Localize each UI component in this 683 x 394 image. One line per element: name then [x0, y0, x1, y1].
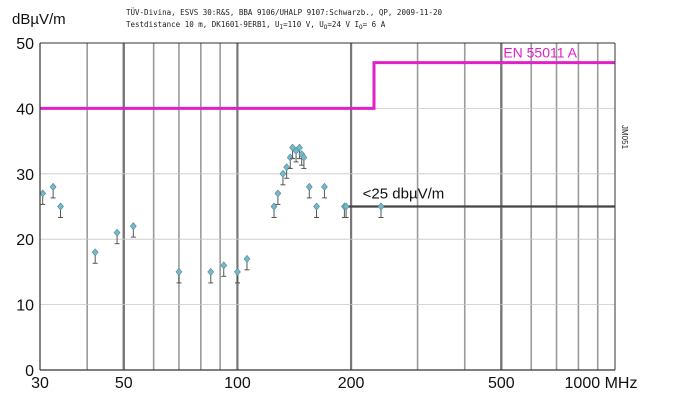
- data-point: [313, 202, 320, 218]
- data-point-marker: [129, 222, 137, 231]
- side-label: JM051: [620, 125, 629, 150]
- limit-line-en55011a: [40, 61, 615, 110]
- y-tick-label: 20: [16, 232, 34, 249]
- data-point: [286, 153, 294, 169]
- data-point: [207, 267, 215, 284]
- data-point-marker: [342, 202, 350, 211]
- data-point-marker: [49, 182, 57, 191]
- data-point: [342, 202, 350, 218]
- data-points: [39, 143, 385, 284]
- data-point: [296, 143, 303, 160]
- y-tick-label: 50: [16, 36, 34, 53]
- data-point: [57, 202, 64, 218]
- data-point-marker: [377, 202, 385, 211]
- data-point: [300, 153, 308, 169]
- data-point: [234, 267, 241, 284]
- data-point: [91, 248, 99, 264]
- data-point: [129, 222, 137, 238]
- data-point-marker: [207, 267, 215, 276]
- y-tick-label: 10: [16, 298, 34, 315]
- data-point: [377, 202, 385, 218]
- x-tick-label: 30: [31, 375, 49, 392]
- chart-header-line-1: TÜV-Divina, ESVS 30:R&S, BBA 9106/UHALP …: [126, 8, 443, 17]
- data-point-marker: [305, 182, 313, 191]
- data-point-marker: [91, 248, 99, 257]
- data-point: [305, 182, 313, 199]
- x-tick-label: 500: [488, 375, 515, 392]
- data-point-marker: [243, 254, 251, 263]
- y-axis-unit-label: dBµV/m: [12, 11, 66, 28]
- x-tick-label: 1000 MHz: [565, 375, 638, 392]
- y-tick-label: 0: [25, 363, 34, 380]
- x-tick-label: 100: [224, 375, 251, 392]
- data-point: [220, 261, 228, 277]
- y-tick-label: 40: [16, 101, 34, 118]
- data-point: [243, 254, 251, 271]
- y-tick-label: 30: [16, 167, 34, 184]
- data-point: [321, 182, 328, 199]
- data-point-marker: [57, 202, 64, 211]
- x-tick-label: 50: [115, 375, 133, 392]
- axes: 0 10 20 30 40 50 30 50 100 200 500 1000 MHz: [16, 36, 637, 392]
- limit-line-label: EN 55011 A: [503, 45, 577, 61]
- data-point-marker: [313, 202, 320, 211]
- data-point-marker: [274, 189, 282, 198]
- data-point-marker: [279, 169, 287, 178]
- reference-line-label: <25 dbµV/m: [363, 186, 445, 203]
- data-point-marker: [283, 163, 291, 172]
- data-point: [279, 169, 287, 186]
- data-point: [283, 163, 291, 179]
- data-point-marker: [321, 182, 328, 191]
- data-point-marker: [39, 189, 47, 198]
- data-point: [175, 267, 183, 284]
- limit-lines: EN 55011 A <25 dbµV/m: [40, 45, 615, 208]
- data-point: [274, 189, 282, 205]
- data-point-marker: [175, 267, 183, 276]
- data-point: [49, 182, 57, 199]
- data-point: [289, 143, 296, 160]
- data-point-marker: [289, 143, 296, 152]
- x-tick-label: 200: [338, 375, 365, 392]
- data-point-marker: [113, 228, 121, 237]
- data-point-marker: [300, 153, 308, 162]
- data-point: [39, 189, 47, 205]
- data-point: [113, 228, 121, 245]
- data-point-marker: [234, 267, 241, 276]
- chart-header-line-2: Testdistance 10 m, DK1601-9ERB1, UI=110 …: [126, 20, 386, 31]
- data-point-marker: [296, 143, 303, 152]
- data-point-marker: [220, 261, 228, 270]
